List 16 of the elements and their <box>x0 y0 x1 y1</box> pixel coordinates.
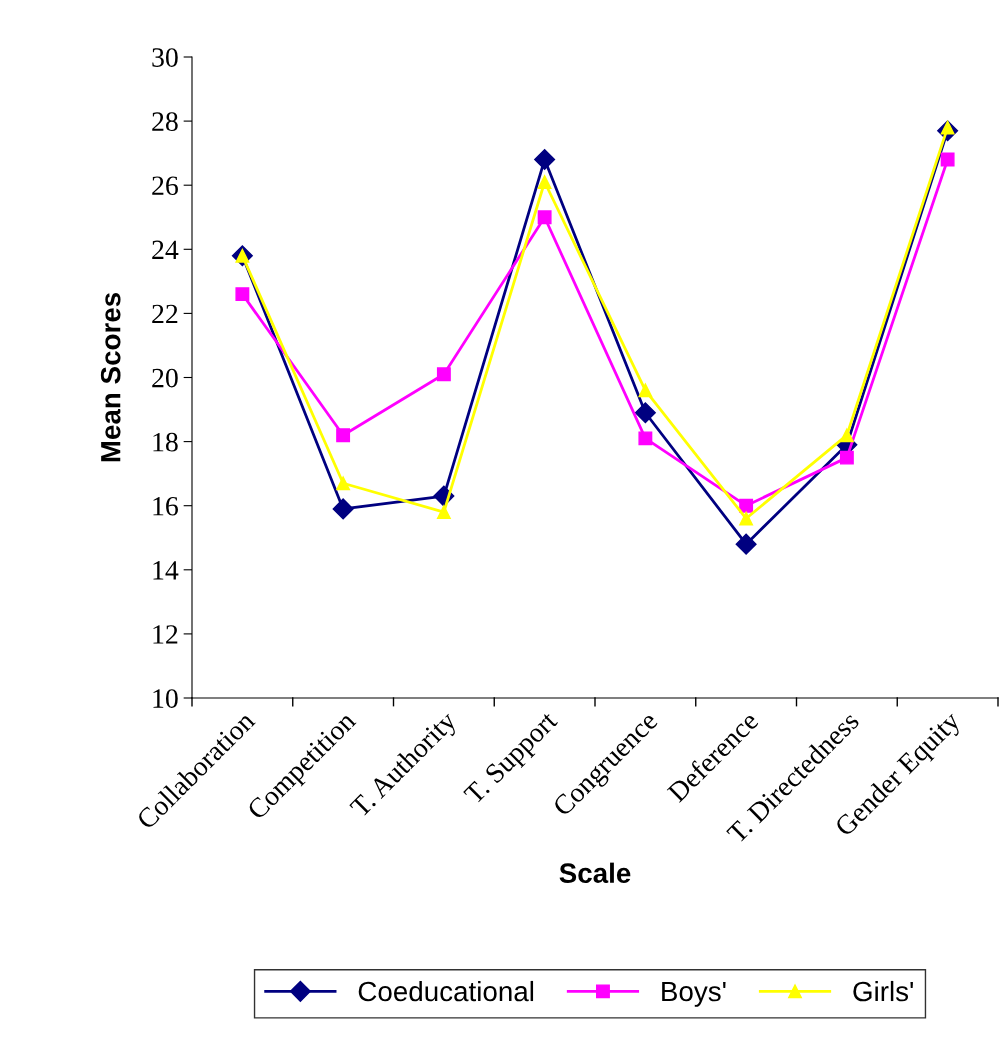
y-tick-label: 10 <box>153 689 178 708</box>
legend-label: Boys' <box>662 981 726 1007</box>
y-tick-label: 14 <box>153 561 179 580</box>
y-tick-label: 12 <box>153 625 178 644</box>
y-tick-label: 22 <box>152 304 178 324</box>
y-tick-label: 28 <box>152 112 178 132</box>
x-axis-title: Scale <box>559 862 631 884</box>
legend-label: Girls' <box>853 980 913 1002</box>
y-axis-title: Mean Scores <box>100 292 121 462</box>
y-tick-label: 30 <box>152 48 178 67</box>
y-tick-label: 16 <box>153 496 178 516</box>
legend-label: Coeducational <box>358 980 534 1002</box>
y-tick-label: 24 <box>152 240 179 259</box>
y-tick-label: 18 <box>153 432 178 452</box>
y-tick-label: 26 <box>152 176 178 196</box>
y-tick-label: 20 <box>152 368 178 388</box>
